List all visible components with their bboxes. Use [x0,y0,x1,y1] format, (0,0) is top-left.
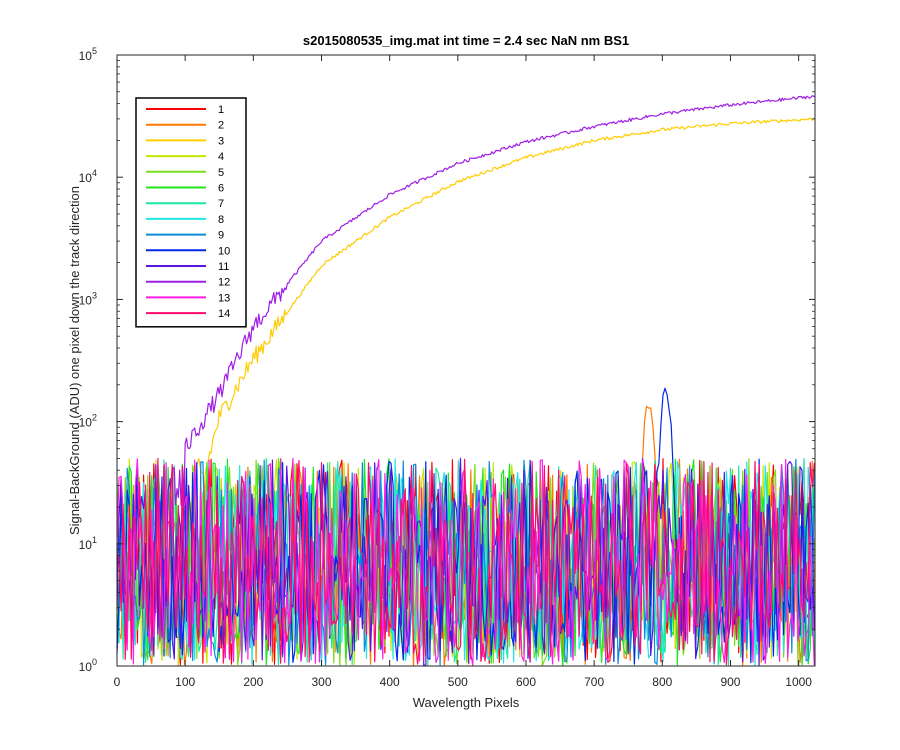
legend-entry-6: 6 [218,183,224,195]
legend-entry-12: 12 [218,277,230,289]
x-axis-label: Wavelength Pixels [413,695,520,710]
y-tick-exponent: 2 [92,413,97,423]
y-tick-exponent: 0 [92,657,97,667]
y-tick-exponent: 4 [92,168,97,178]
y-tick-exponent: 3 [92,290,97,300]
x-tick-label: 700 [584,675,604,689]
legend-box [135,97,247,328]
series-line-3 [191,117,816,498]
legend-entry-11: 11 [218,261,229,273]
series-line-12 [170,94,816,526]
legend-entry-5: 5 [218,167,224,179]
y-tick-label: 100 [79,657,97,674]
x-tick-label: 400 [380,675,400,689]
legend-entry-8: 8 [218,214,224,226]
series-line-11 [116,457,815,667]
y-tick-exponent: 1 [92,535,97,545]
x-axis: 0 100 200 300 400 500 600 700 800 900 1000 [114,55,812,689]
y-axis-label: Signal-BackGround (ADU) one pixel down t… [67,186,82,535]
legend-entry-13: 13 [218,292,230,304]
y-tick-label: 104 [79,168,97,185]
plot-border [116,54,816,667]
legend-entry-9: 9 [218,230,224,242]
legend-entry-10: 10 [218,245,230,257]
y-tick-label: 101 [79,535,97,552]
legend-entry-7: 7 [218,198,224,210]
x-tick-label: 1000 [785,675,812,689]
legend-entry-4: 4 [218,151,224,163]
x-tick-label: 800 [652,675,672,689]
x-tick-label: 300 [311,675,331,689]
x-tick-label: 100 [175,675,195,689]
x-tick-label: 600 [516,675,536,689]
legend-entry-3: 3 [218,135,224,147]
series-group [116,94,816,667]
y-tick-exponent: 5 [92,46,97,56]
legend-entry-14: 14 [218,308,230,320]
x-tick-label: 900 [720,675,740,689]
x-tick-label: 0 [114,675,121,689]
series-line-14 [116,457,815,666]
legend-entry-1: 1 [218,104,224,116]
chart-title: s2015080535_img.mat int time = 2.4 sec N… [303,33,629,48]
legend-entry-2: 2 [218,120,224,132]
y-tick-label: 105 [79,46,97,63]
x-tick-label: 500 [448,675,468,689]
x-tick-label: 200 [243,675,263,689]
